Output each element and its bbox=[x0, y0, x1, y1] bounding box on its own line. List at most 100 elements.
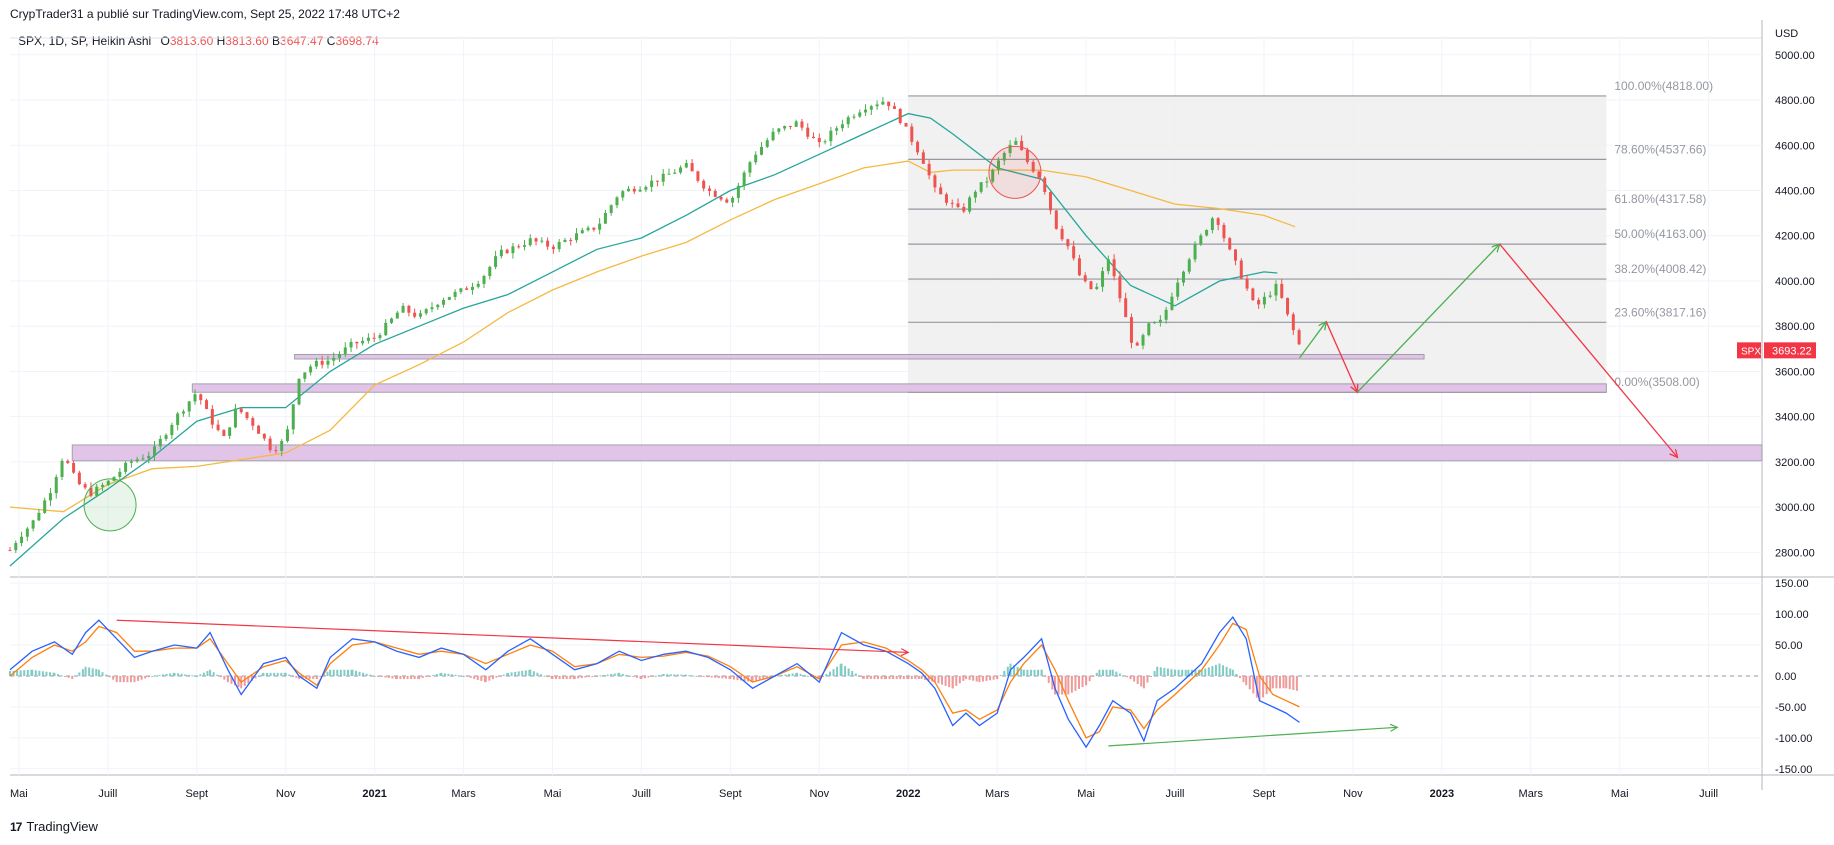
macd-histogram-bar bbox=[888, 675, 891, 680]
macd-histogram-bar bbox=[996, 675, 999, 680]
time-axis: Mai Juill Sept Nov 2021 Mars Mai Juill Sept Nov 20… bbox=[10, 788, 1718, 800]
macd-histogram-bar bbox=[669, 674, 672, 676]
candle-body bbox=[31, 520, 35, 529]
candle-body bbox=[268, 438, 272, 451]
time-tick-label: 2021 bbox=[362, 788, 386, 800]
candle-body bbox=[788, 125, 792, 127]
macd-histogram-bar bbox=[750, 675, 753, 683]
candle-body bbox=[210, 409, 214, 425]
candle-body bbox=[1118, 276, 1122, 299]
macd-histogram-bar bbox=[261, 673, 264, 676]
time-tick-label: 2022 bbox=[896, 788, 920, 800]
candle-body bbox=[349, 341, 353, 348]
price-tick-label: 5000.00 bbox=[1775, 50, 1815, 62]
macd-histogram-bar bbox=[958, 675, 961, 684]
macd-histogram-bar bbox=[399, 675, 402, 680]
macd-histogram-bar bbox=[326, 671, 329, 676]
macd-histogram-bar bbox=[350, 669, 353, 676]
macd-histogram-bar bbox=[573, 675, 576, 680]
macd-histogram-bar bbox=[661, 674, 664, 676]
macd-histogram-bar bbox=[373, 675, 376, 677]
projection-arrow-green bbox=[1356, 244, 1499, 393]
candle-body bbox=[118, 471, 122, 477]
candle-body bbox=[77, 472, 81, 485]
candle-body bbox=[754, 154, 758, 163]
macd-histogram-bar bbox=[1118, 673, 1121, 676]
macd-histogram-bar bbox=[821, 675, 824, 677]
macd-histogram-bar bbox=[230, 675, 233, 684]
candle-body bbox=[580, 230, 584, 234]
macd-histogram-bar bbox=[510, 672, 513, 676]
macd-histogram-bar bbox=[695, 675, 698, 677]
macd-histogram-bar bbox=[777, 675, 780, 677]
macd-histogram-bar bbox=[187, 674, 190, 676]
macd-histogram-bar bbox=[1288, 675, 1291, 690]
macd-histogram-bar bbox=[234, 675, 237, 686]
macd-histogram-bar bbox=[992, 675, 995, 680]
macd-histogram-bar bbox=[1088, 675, 1091, 682]
open-label: O bbox=[160, 34, 170, 48]
candle-body bbox=[147, 455, 151, 459]
macd-histogram-bar bbox=[899, 675, 902, 680]
macd-histogram-bar bbox=[1022, 669, 1025, 676]
candle-body bbox=[1153, 322, 1157, 324]
macd-histogram-bar bbox=[499, 675, 502, 677]
macd-histogram-bar bbox=[651, 675, 654, 677]
candle-body bbox=[158, 438, 162, 447]
candle-body bbox=[1141, 335, 1145, 346]
macd-histogram-bar bbox=[322, 674, 325, 676]
support-zone bbox=[191, 383, 1607, 393]
candle-body bbox=[991, 169, 995, 182]
macd-histogram-bar bbox=[154, 675, 157, 677]
macd-histogram-bar bbox=[480, 675, 483, 681]
macd-histogram-bar bbox=[1033, 669, 1036, 676]
candle-body bbox=[233, 408, 237, 428]
macd-histogram-bar bbox=[981, 675, 984, 682]
macd-histogram-bar bbox=[514, 671, 517, 676]
candle-body bbox=[609, 205, 613, 214]
macd-histogram-bar bbox=[780, 674, 783, 676]
candle-body bbox=[1060, 228, 1064, 240]
macd-histogram-bar bbox=[1271, 675, 1274, 689]
macd-histogram-bar bbox=[1053, 675, 1056, 695]
macd-histogram-bar bbox=[291, 675, 294, 677]
tradingview-footer[interactable]: 17 TradingView bbox=[10, 819, 98, 834]
macd-histogram-bar bbox=[52, 672, 55, 676]
macd-histogram-bar bbox=[95, 669, 98, 676]
macd-histogram-bar bbox=[19, 670, 22, 676]
macd-histogram-bar bbox=[924, 675, 927, 680]
macd-histogram-bar bbox=[129, 675, 132, 683]
candle-body bbox=[442, 299, 446, 305]
candle-body bbox=[1251, 288, 1255, 300]
macd-histogram-bar bbox=[944, 675, 947, 686]
price-tick-label: 3800.00 bbox=[1775, 321, 1815, 333]
time-tick-label: Nov bbox=[810, 788, 830, 800]
candle-body bbox=[644, 186, 648, 190]
candle-body bbox=[1049, 191, 1053, 211]
candle-body bbox=[262, 433, 266, 439]
macd-histogram-bar bbox=[387, 675, 390, 678]
candle-body bbox=[950, 202, 954, 204]
macd-histogram-bar bbox=[38, 670, 41, 676]
macd-histogram-bar bbox=[351, 669, 354, 676]
time-tick-label: Mai bbox=[1077, 788, 1095, 800]
candle-body bbox=[1129, 317, 1133, 343]
candle-body bbox=[1020, 140, 1024, 151]
heikin-ashi-candles bbox=[8, 96, 1301, 554]
symbol-legend[interactable]: SPX, 1D, SP, Heikin Ashi O3813.60 H3813.… bbox=[18, 34, 379, 48]
candle-body bbox=[436, 304, 440, 308]
macd-histogram-bar bbox=[16, 670, 19, 676]
last-price-label: 3693.22 bbox=[1772, 345, 1812, 357]
macd-histogram-bar bbox=[1047, 675, 1050, 683]
macd-histogram-bar bbox=[740, 675, 743, 681]
macd-histogram-bar bbox=[1037, 669, 1040, 676]
macd-histogram-bar bbox=[161, 674, 164, 676]
macd-histogram-bar bbox=[169, 673, 172, 676]
macd-histogram-bar bbox=[1177, 669, 1180, 676]
candle-body bbox=[916, 141, 920, 153]
candle-body bbox=[176, 413, 180, 425]
macd-histogram-bar bbox=[572, 675, 575, 680]
macd-histogram-bar bbox=[547, 675, 550, 678]
macd-histogram-bar bbox=[1126, 675, 1129, 678]
